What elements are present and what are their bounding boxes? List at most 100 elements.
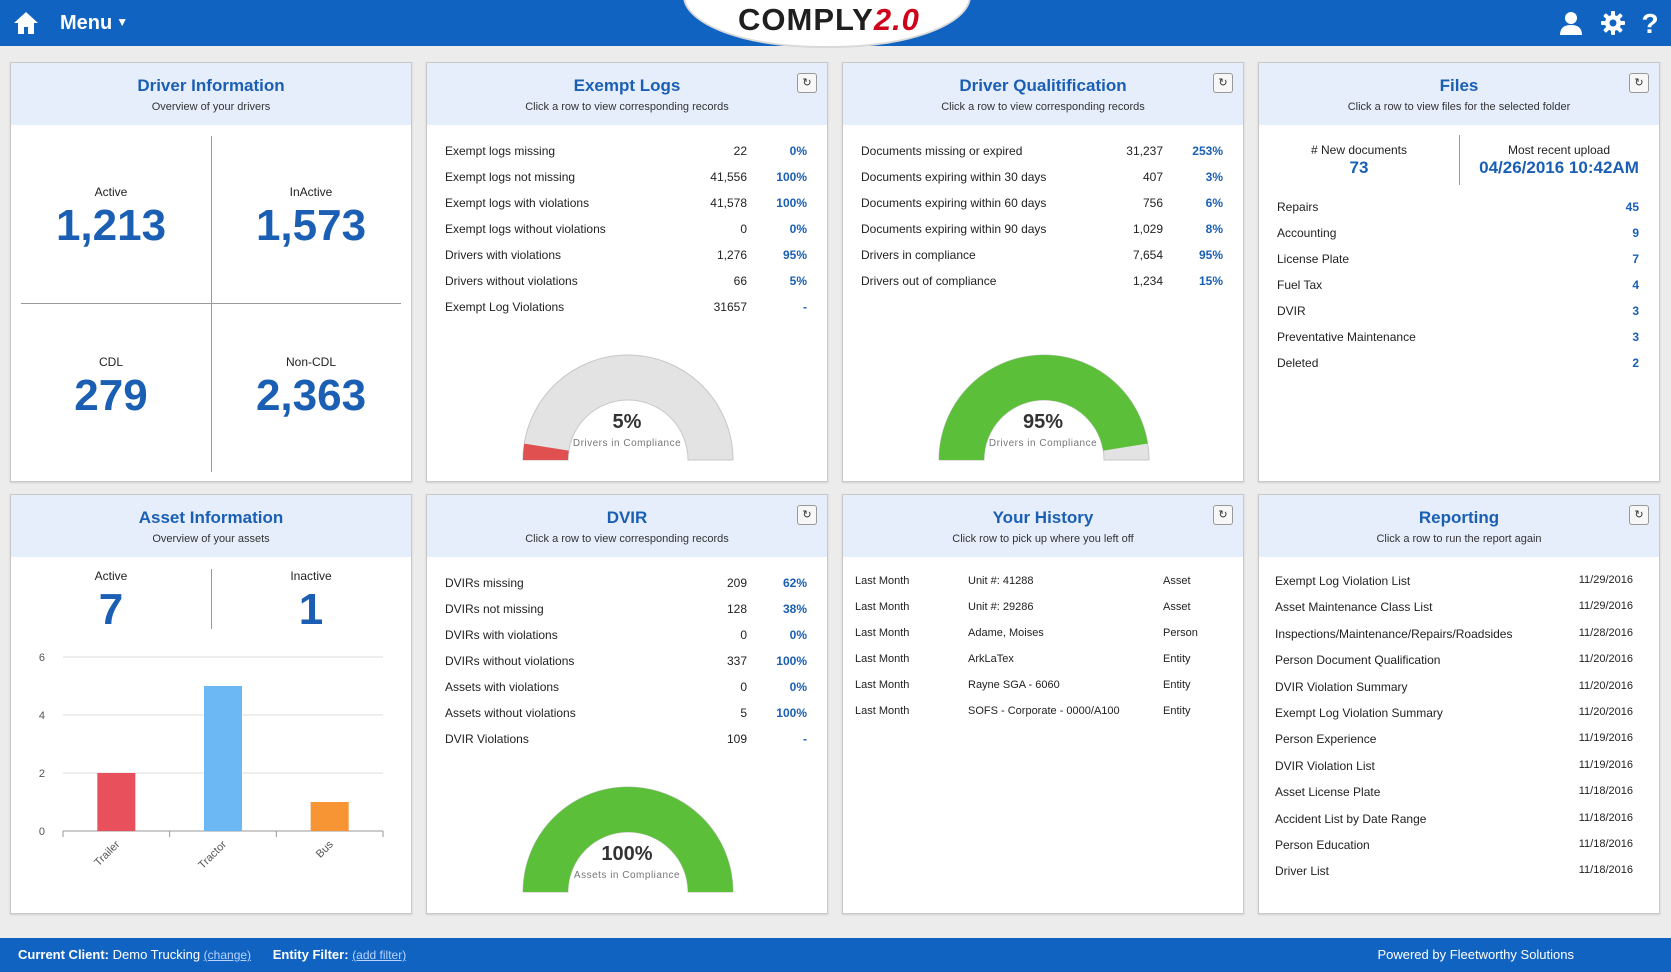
report-row[interactable]: Accident List by Date Range 11/18/2016 <box>1259 807 1659 833</box>
history-row[interactable]: Last Month Unit #: 29286 Asset <box>843 595 1243 621</box>
row-count: 31,237 <box>1126 144 1163 158</box>
folder-row[interactable]: Deleted 2 <box>1259 351 1659 377</box>
history-row[interactable]: Last Month ArkLaTex Entity <box>843 647 1243 673</box>
stat-row[interactable]: Exempt logs with violations 41,578 100% <box>427 191 827 217</box>
gear-icon[interactable] <box>1599 9 1627 37</box>
stat-row[interactable]: Exempt Log Violations 31657 - <box>427 295 827 321</box>
report-row[interactable]: DVIR Violation Summary 11/20/2016 <box>1259 675 1659 701</box>
folder-row[interactable]: Fuel Tax 4 <box>1259 273 1659 299</box>
inactive-drivers-stat[interactable]: InActive 1,573 <box>211 185 411 251</box>
active-assets-stat[interactable]: Active 7 <box>11 569 211 635</box>
panel-subtitle: Overview of your assets <box>152 533 270 545</box>
refresh-button[interactable]: ↻ <box>1629 73 1649 93</box>
folder-count: 45 <box>1625 200 1639 214</box>
top-bar: Menu ▼ COMPLY2.0 ? <box>0 0 1671 48</box>
divider <box>21 303 401 304</box>
bar-tractor[interactable] <box>204 686 242 831</box>
report-row[interactable]: DVIR Violation List 11/19/2016 <box>1259 754 1659 780</box>
stat-row[interactable]: DVIR Violations 109 - <box>427 727 827 753</box>
add-filter-link[interactable]: (add filter) <box>352 948 407 962</box>
home-icon[interactable] <box>12 9 40 37</box>
row-count: 0 <box>740 680 747 694</box>
report-row[interactable]: Asset Maintenance Class List 11/29/2016 <box>1259 595 1659 621</box>
stat-row[interactable]: Documents expiring within 30 days 407 3% <box>843 165 1243 191</box>
panel-subtitle: Click a row to view files for the select… <box>1347 101 1571 113</box>
folder-row[interactable]: License Plate 7 <box>1259 247 1659 273</box>
driver-qualification-panel: Driver Qualitification Click a row to vi… <box>842 62 1244 482</box>
gauge-fill <box>523 786 733 892</box>
report-row[interactable]: Driver List 11/18/2016 <box>1259 859 1659 885</box>
stat-row[interactable]: Exempt logs missing 22 0% <box>427 139 827 165</box>
report-row[interactable]: Inspections/Maintenance/Repairs/Roadside… <box>1259 622 1659 648</box>
stat-row[interactable]: Drivers in compliance 7,654 95% <box>843 243 1243 269</box>
stat-row[interactable]: Documents expiring within 60 days 756 6% <box>843 191 1243 217</box>
non-cdl-drivers-stat[interactable]: Non-CDL 2,363 <box>211 355 411 421</box>
stat-row[interactable]: Exempt logs without violations 0 0% <box>427 217 827 243</box>
row-percent: 100% <box>776 170 807 184</box>
stat-row[interactable]: Documents missing or expired 31,237 253% <box>843 139 1243 165</box>
stat-row[interactable]: DVIRs not missing 128 38% <box>427 597 827 623</box>
active-drivers-stat[interactable]: Active 1,213 <box>11 185 211 251</box>
folder-row[interactable]: Accounting 9 <box>1259 221 1659 247</box>
new-documents-stat[interactable]: # New documents 73 <box>1259 143 1459 178</box>
refresh-button[interactable]: ↻ <box>1629 505 1649 525</box>
stat-row[interactable]: Drivers with violations 1,276 95% <box>427 243 827 269</box>
help-icon[interactable]: ? <box>1636 9 1664 37</box>
row-percent: 3% <box>1205 170 1223 184</box>
bar-trailer[interactable] <box>97 773 136 831</box>
panel-subtitle: Click row to pick up where you left off <box>952 533 1134 545</box>
row-count: 22 <box>733 144 747 158</box>
stat-row[interactable]: Documents expiring within 90 days 1,029 8% <box>843 217 1243 243</box>
stat-row[interactable]: Assets without violations 5 100% <box>427 701 827 727</box>
panel-subtitle: Click a row to run the report again <box>1376 533 1542 545</box>
row-percent: 15% <box>1198 274 1223 288</box>
history-type: Asset <box>1163 575 1191 587</box>
bar-bus[interactable] <box>310 802 349 831</box>
row-percent: 95% <box>782 248 807 262</box>
report-name: Asset License Plate <box>1275 785 1381 800</box>
change-client-link[interactable]: (change) <box>203 948 252 962</box>
history-row[interactable]: Last Month Unit #: 41288 Asset <box>843 569 1243 595</box>
folder-count: 2 <box>1632 356 1639 370</box>
stat-row[interactable]: Drivers out of compliance 1,234 15% <box>843 269 1243 295</box>
report-row[interactable]: Exempt Log Violation List 11/29/2016 <box>1259 569 1659 595</box>
refresh-button[interactable]: ↻ <box>1213 73 1233 93</box>
report-row[interactable]: Person Document Qualification 11/20/2016 <box>1259 648 1659 674</box>
user-icon[interactable] <box>1557 9 1585 37</box>
report-row[interactable]: Exempt Log Violation Summary 11/20/2016 <box>1259 701 1659 727</box>
panel-header: Reporting Click a row to run the report … <box>1259 495 1659 557</box>
report-row[interactable]: Person Education 11/18/2016 <box>1259 833 1659 859</box>
history-row[interactable]: Last Month Rayne SGA - 6060 Entity <box>843 673 1243 699</box>
stat-row[interactable]: Drivers without violations 66 5% <box>427 269 827 295</box>
inactive-assets-stat[interactable]: Inactive 1 <box>211 569 411 635</box>
history-item: Rayne SGA - 6060 <box>968 679 1060 691</box>
gauge-value: 5% <box>612 411 642 433</box>
compliance-gauge: 5% Drivers in Compliance <box>427 347 827 467</box>
stat-row[interactable]: DVIRs without violations 337 100% <box>427 649 827 675</box>
report-row[interactable]: Person Experience 11/19/2016 <box>1259 727 1659 753</box>
cdl-drivers-stat[interactable]: CDL 279 <box>11 355 211 421</box>
history-row[interactable]: Last Month SOFS - Corporate - 0000/A100 En… <box>843 699 1243 725</box>
folder-row[interactable]: Repairs 45 <box>1259 195 1659 221</box>
history-row[interactable]: Last Month Adame, Moises Person <box>843 621 1243 647</box>
panel-header: Your History Click row to pick up where … <box>843 495 1243 557</box>
history-when: Last Month <box>855 679 910 691</box>
row-percent: 0% <box>789 222 807 236</box>
gauge-fill <box>939 355 1148 460</box>
asset-type-bar-chart: 0 2 4 6 Trailer Tractor Bus <box>39 652 384 871</box>
gauge-fill <box>523 443 569 460</box>
logo: COMPLY2.0 <box>685 2 973 38</box>
refresh-button[interactable]: ↻ <box>797 505 817 525</box>
refresh-button[interactable]: ↻ <box>797 73 817 93</box>
refresh-button[interactable]: ↻ <box>1213 505 1233 525</box>
stat-row[interactable]: Assets with violations 0 0% <box>427 675 827 701</box>
footer-bar: Current Client: Demo Trucking (change) E… <box>0 938 1671 972</box>
stat-row[interactable]: DVIRs missing 209 62% <box>427 571 827 597</box>
stat-row[interactable]: DVIRs with violations 0 0% <box>427 623 827 649</box>
report-name: Exempt Log Violation List <box>1275 574 1411 588</box>
folder-row[interactable]: DVIR 3 <box>1259 299 1659 325</box>
folder-row[interactable]: Preventative Maintenance 3 <box>1259 325 1659 351</box>
report-row[interactable]: Asset License Plate 11/18/2016 <box>1259 780 1659 806</box>
menu-button[interactable]: Menu ▼ <box>60 12 128 35</box>
stat-row[interactable]: Exempt logs not missing 41,556 100% <box>427 165 827 191</box>
